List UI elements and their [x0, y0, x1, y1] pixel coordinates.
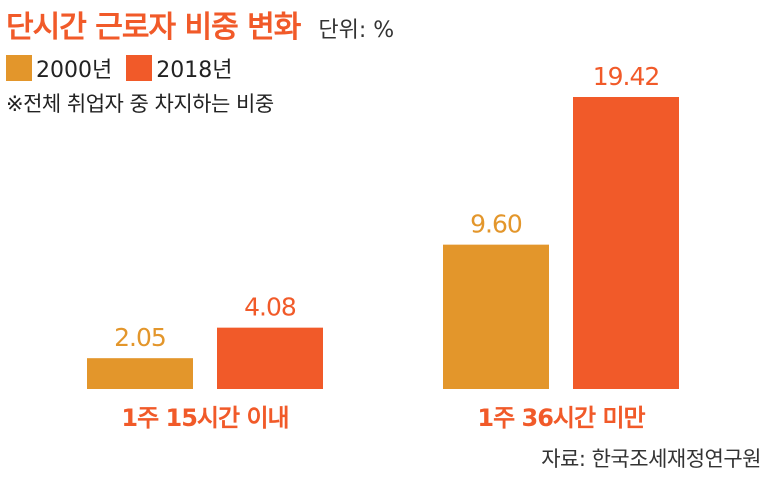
source-note: 자료: 한국조세재정연구원: [541, 447, 761, 471]
data-label-2000-cat1: 2.05: [114, 323, 166, 352]
legend-label-2018: 2018년: [156, 58, 233, 83]
data-label-2018-cat2: 19.42: [593, 62, 660, 91]
legend-swatch-2000: [6, 55, 32, 81]
legend-swatch-2018: [126, 55, 153, 81]
legend-item-2018: 2018년: [126, 52, 232, 84]
chart-note: ※전체 취업자 중 차지하는 비중: [6, 92, 274, 116]
legend-label-2000: 2000년: [36, 58, 113, 83]
bar-2000-cat1: [87, 358, 193, 389]
unit-label: 단위: %: [318, 18, 395, 43]
title-row: 단시간 근로자 비중 변화 단위: %: [6, 2, 394, 46]
legend: 2000년 2018년: [6, 52, 394, 84]
bar-2018-cat2: [573, 97, 679, 389]
chart-header: 단시간 근로자 비중 변화 단위: % 2000년 2018년 ※전체 취업자 …: [6, 2, 394, 118]
data-label-2000-cat2: 9.60: [470, 210, 522, 239]
bar-2018-cat1: [217, 327, 323, 389]
bar-2000-cat2: [443, 244, 549, 389]
legend-item-2000: 2000년: [6, 52, 112, 84]
data-label-2018-cat1: 4.08: [244, 293, 296, 322]
chart-title: 단시간 근로자 비중 변화: [6, 10, 301, 45]
category-label-2: 1주 36시간 미만: [477, 404, 645, 432]
category-label-1: 1주 15시간 이내: [121, 404, 288, 432]
